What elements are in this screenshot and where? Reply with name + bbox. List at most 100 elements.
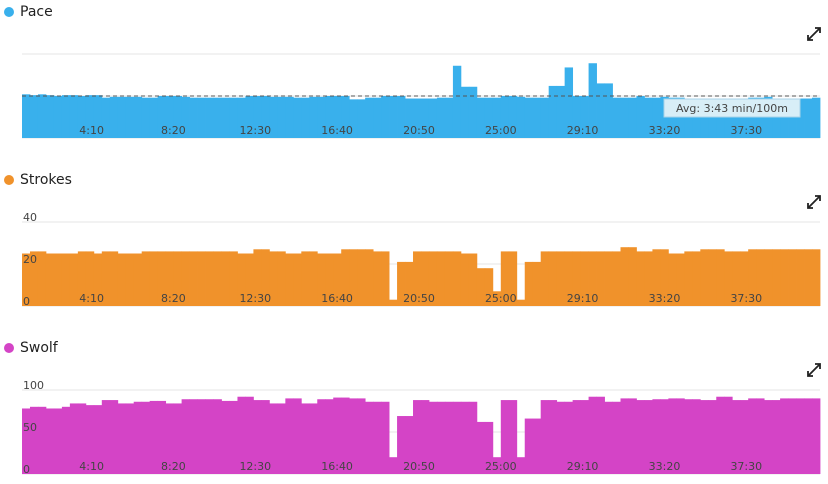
- pace-bar: [596, 83, 605, 138]
- swolf-bar: [301, 403, 310, 474]
- strokes-bar: [572, 251, 581, 306]
- x-tick-label: 37:30: [730, 292, 762, 305]
- strokes-bar: [516, 299, 526, 306]
- average-tooltip: [663, 98, 801, 118]
- swolf-legend-label: Swolf: [20, 340, 58, 356]
- pace-bar: [173, 96, 182, 138]
- strokes-bar: [45, 253, 55, 306]
- x-tick-label: 8:20: [161, 124, 186, 137]
- strokes-bar: [149, 251, 159, 306]
- swolf-bar: [349, 398, 358, 474]
- strokes-bar: [165, 251, 175, 306]
- pace-bar: [812, 97, 821, 138]
- strokes-bar: [716, 249, 725, 306]
- swolf-bar: [708, 400, 717, 474]
- pace-bar: [732, 100, 741, 138]
- y-tick-label: 20: [23, 253, 37, 266]
- strokes-bar: [492, 291, 502, 306]
- strokes-bar: [636, 251, 645, 306]
- swolf-bar: [796, 398, 805, 474]
- x-tick-label: 12:30: [239, 292, 271, 305]
- swolf-bar: [317, 399, 326, 474]
- pace-bar: [413, 98, 422, 138]
- swolf-bar: [141, 401, 151, 474]
- x-tick-label: 29:10: [567, 460, 599, 473]
- strokes-bar: [732, 251, 741, 306]
- pace-bar: [301, 97, 310, 138]
- swolf-bar: [532, 418, 542, 474]
- pace-bar: [405, 98, 414, 138]
- strokes-bar: [780, 249, 789, 306]
- pace-bar: [700, 99, 709, 138]
- expand-icon[interactable]: [806, 194, 822, 210]
- strokes-bar: [405, 261, 414, 306]
- pace-bar: [516, 96, 526, 138]
- swolf-bar: [53, 408, 63, 474]
- swolf-bar: [397, 416, 406, 474]
- pace-bar: [229, 97, 238, 138]
- pace-bar: [572, 96, 581, 138]
- strokes-bar: [724, 251, 733, 306]
- strokes-bar: [125, 253, 135, 306]
- strokes-bar: [484, 268, 494, 306]
- swolf-bar: [612, 401, 621, 474]
- strokes-bar: [373, 251, 382, 306]
- strokes-bar: [508, 251, 518, 306]
- strokes-bar: [692, 251, 701, 306]
- strokes-bar: [22, 253, 31, 306]
- swolf-bar: [253, 400, 262, 474]
- swolf-bar: [109, 400, 119, 474]
- pace-bar: [317, 96, 326, 138]
- strokes-bar: [500, 251, 510, 306]
- pace-bar: [141, 97, 151, 138]
- pace-bar: [245, 96, 254, 138]
- strokes-bar: [357, 249, 366, 306]
- strokes-bar: [117, 253, 127, 306]
- pace-bar: [604, 83, 613, 138]
- pace-bar: [165, 96, 175, 138]
- swolf-bar: [748, 398, 757, 474]
- swolf-bar: [596, 396, 605, 474]
- swolf-bar: [165, 403, 175, 474]
- pace-bar: [381, 96, 390, 138]
- pace-bar: [333, 96, 342, 138]
- strokes-bar: [61, 253, 71, 306]
- swolf-bar: [452, 401, 462, 474]
- pace-bar: [45, 95, 55, 138]
- strokes-bar: [652, 249, 661, 306]
- swolf-legend[interactable]: Swolf: [4, 339, 58, 357]
- pace-bar: [796, 98, 805, 138]
- strokes-bar: [764, 249, 773, 306]
- pace-legend[interactable]: Pace: [4, 3, 53, 21]
- strokes-bar: [620, 247, 629, 306]
- swolf-bar: [740, 400, 749, 474]
- swolf-bar: [189, 399, 198, 474]
- strokes-chart-panel: Strokes 0 20 40 4:10 8:20 12:30 16:40 20:50 25:0…: [0, 168, 828, 308]
- strokes-bar: [205, 251, 214, 306]
- swolf-bar: [205, 399, 214, 474]
- strokes-bar: [277, 251, 286, 306]
- swolf-bar: [644, 400, 653, 474]
- expand-icon[interactable]: [806, 26, 822, 42]
- pace-legend-label: Pace: [20, 4, 53, 20]
- expand-icon[interactable]: [806, 362, 822, 378]
- strokes-bar: [69, 253, 79, 306]
- strokes-legend[interactable]: Strokes: [4, 171, 72, 189]
- strokes-bar: [460, 253, 470, 306]
- swolf-bar: [101, 400, 111, 474]
- x-tick-label: 25:00: [485, 124, 517, 137]
- pace-bar: [580, 96, 589, 138]
- pace-bar: [29, 95, 39, 138]
- x-tick-label: 16:40: [321, 124, 353, 137]
- swolf-bar: [564, 401, 574, 474]
- x-tick-label: 16:40: [321, 460, 353, 473]
- swolf-bar: [269, 403, 278, 474]
- swolf-bar: [460, 401, 470, 474]
- strokes-bar: [436, 251, 446, 306]
- strokes-bar: [628, 247, 637, 306]
- pace-bar: [644, 97, 653, 138]
- swolf-bar: [357, 398, 366, 474]
- strokes-bar: [812, 249, 821, 306]
- strokes-bar: [157, 251, 167, 306]
- strokes-bar: [556, 251, 566, 306]
